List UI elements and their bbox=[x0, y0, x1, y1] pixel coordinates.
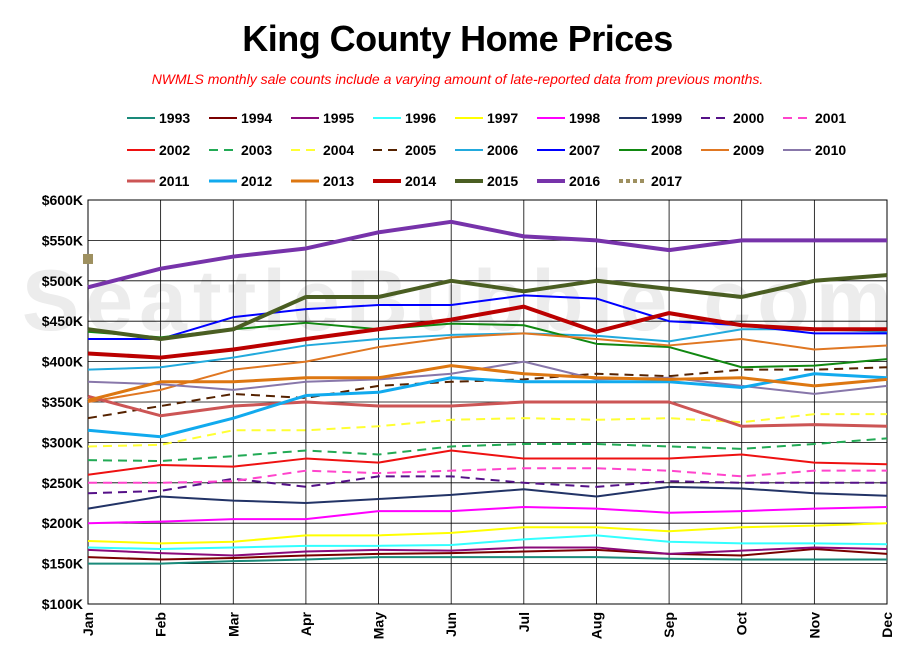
series-line-2015 bbox=[87, 273, 888, 341]
y-tick-label: $100K bbox=[42, 596, 83, 612]
legend-label-2004: 2004 bbox=[323, 142, 354, 158]
legend-label-2014: 2014 bbox=[405, 173, 436, 189]
series-point-2017 bbox=[83, 253, 93, 264]
series-lines bbox=[83, 219, 888, 565]
y-tick-label: $300K bbox=[42, 434, 83, 450]
y-tick-label: $550K bbox=[42, 232, 83, 248]
legend-label-2013: 2013 bbox=[323, 173, 354, 189]
series-line-1995 bbox=[87, 546, 888, 557]
legend-label-2000: 2000 bbox=[733, 110, 764, 126]
legend-label-2012: 2012 bbox=[241, 173, 272, 189]
x-tick-label: Jun bbox=[443, 612, 459, 637]
y-tick-label: $500K bbox=[42, 273, 83, 289]
legend-label-2006: 2006 bbox=[487, 142, 518, 158]
x-tick-label: Mar bbox=[225, 611, 241, 636]
series-line-2013 bbox=[87, 364, 888, 402]
series-line-2016 bbox=[87, 219, 887, 290]
x-tick-label: Apr bbox=[298, 611, 314, 636]
x-tick-label: Sep bbox=[661, 612, 677, 638]
y-tick-label: $450K bbox=[42, 313, 83, 329]
x-tick-label: Jul bbox=[516, 612, 532, 632]
series-line-1994 bbox=[87, 548, 888, 561]
legend-label-2002: 2002 bbox=[159, 142, 190, 158]
legend-label-2008: 2008 bbox=[651, 142, 682, 158]
legend-label-2005: 2005 bbox=[405, 142, 436, 158]
y-tick-label: $350K bbox=[42, 394, 83, 410]
series-line-2011 bbox=[87, 394, 888, 428]
x-tick-label: Jan bbox=[80, 612, 96, 636]
legend-label-1993: 1993 bbox=[159, 110, 190, 126]
legend-label-2007: 2007 bbox=[569, 142, 600, 158]
legend-label-1998: 1998 bbox=[569, 110, 600, 126]
legend-label-2017: 2017 bbox=[651, 173, 682, 189]
chart-title: King County Home Prices bbox=[242, 18, 673, 59]
series-line-1998 bbox=[87, 506, 888, 525]
legend-label-1997: 1997 bbox=[487, 110, 518, 126]
legend-label-2001: 2001 bbox=[815, 110, 846, 126]
legend-label-1995: 1995 bbox=[323, 110, 354, 126]
y-tick-label: $250K bbox=[42, 475, 83, 491]
legend-label-2011: 2011 bbox=[159, 173, 190, 189]
series-line-2009 bbox=[87, 332, 888, 403]
y-tick-label: $150K bbox=[42, 556, 83, 572]
chart-subtitle: NWMLS monthly sale counts include a vary… bbox=[151, 71, 764, 87]
grid bbox=[87, 199, 888, 605]
y-tick-label: $200K bbox=[42, 515, 83, 531]
legend-label-2010: 2010 bbox=[815, 142, 846, 158]
legend-label-1996: 1996 bbox=[405, 110, 436, 126]
axes: $100K $150K $200K $250K $300K $350K $400K $450K… bbox=[42, 192, 895, 639]
legend-label-2009: 2009 bbox=[733, 142, 764, 158]
y-tick-label: $400K bbox=[42, 354, 83, 370]
series-line-2014 bbox=[87, 304, 887, 360]
legend: 1993 1994 1995 1996 1997 1998 1999 2000 2001 2002… bbox=[127, 110, 846, 189]
series-line-2004 bbox=[87, 413, 887, 448]
series-line-1996 bbox=[87, 534, 888, 551]
series-line-2003 bbox=[87, 437, 888, 462]
legend-label-1994: 1994 bbox=[241, 110, 272, 126]
series-line-2006 bbox=[87, 328, 888, 371]
legend-label-1999: 1999 bbox=[651, 110, 682, 126]
series-line-2012 bbox=[87, 372, 888, 439]
series-line-2001 bbox=[88, 467, 887, 484]
legend-label-2016: 2016 bbox=[569, 173, 600, 189]
series-line-1993 bbox=[88, 556, 887, 565]
y-tick-label: $600K bbox=[42, 192, 83, 208]
series-line-2000 bbox=[87, 475, 887, 495]
x-tick-label: May bbox=[371, 612, 387, 639]
x-tick-label: Feb bbox=[153, 612, 169, 637]
x-tick-label: Dec bbox=[879, 612, 895, 638]
x-tick-label: Aug bbox=[588, 612, 604, 639]
x-tick-label: Oct bbox=[734, 612, 750, 636]
legend-label-2003: 2003 bbox=[241, 142, 272, 158]
series-line-2005 bbox=[87, 366, 888, 420]
series-line-2002 bbox=[87, 449, 888, 476]
series-line-1999 bbox=[87, 485, 888, 510]
x-tick-label: Nov bbox=[806, 612, 822, 639]
series-line-2010 bbox=[87, 360, 888, 395]
legend-label-2015: 2015 bbox=[487, 173, 518, 189]
series-line-1997 bbox=[87, 522, 888, 545]
